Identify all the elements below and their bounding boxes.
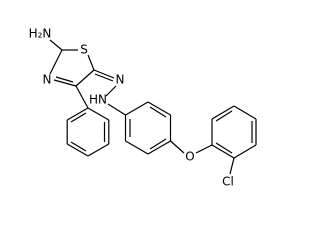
atom-label: S <box>80 43 88 57</box>
atom-label: N <box>116 73 125 87</box>
atom-label: Cl <box>222 175 234 189</box>
atom-label: O <box>185 150 194 164</box>
atom-label: HN <box>89 93 107 107</box>
bonds <box>49 39 257 175</box>
atom-label: H₂N <box>29 27 52 41</box>
atom-label: N <box>43 73 52 87</box>
structure-diagram: H₂N S N N HN O Cl <box>29 27 257 189</box>
